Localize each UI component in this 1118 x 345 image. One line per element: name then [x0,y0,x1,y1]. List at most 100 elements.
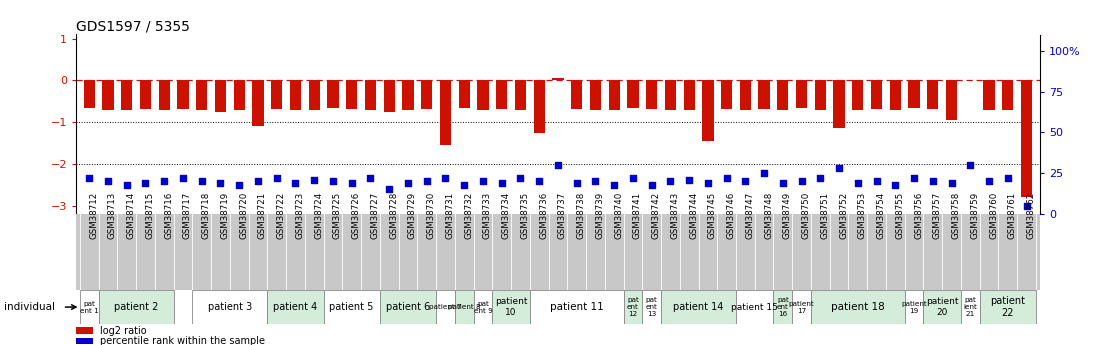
Bar [533,80,544,132]
Point [737,178,755,184]
Bar [642,290,661,324]
Point [100,178,117,184]
Bar [253,80,264,126]
Text: pat
ent
12: pat ent 12 [627,297,638,317]
Bar [79,290,98,324]
Text: patient 2: patient 2 [114,302,159,312]
Point [662,178,680,184]
Bar [904,290,923,324]
Bar [159,80,170,110]
Text: pat
ent 1: pat ent 1 [79,300,98,314]
Text: GSM38722: GSM38722 [276,192,285,239]
Point [624,175,642,181]
Bar [702,80,713,141]
Bar [492,290,530,324]
Bar [890,80,901,110]
Text: pat
ent
16: pat ent 16 [777,297,789,317]
Text: GSM38745: GSM38745 [708,192,717,239]
Point [980,178,998,184]
Text: GSM38735: GSM38735 [520,192,530,239]
Text: GSM38715: GSM38715 [145,192,154,239]
Point [812,175,830,181]
Text: percentile rank within the sample: percentile rank within the sample [101,336,265,345]
Point [942,180,960,186]
Point [230,182,248,187]
Text: pat
ent
13: pat ent 13 [646,297,657,317]
Text: GSM38737: GSM38737 [558,192,567,239]
Point [211,180,229,186]
Bar [834,80,845,128]
Text: patient 11: patient 11 [550,302,604,312]
Point [117,182,135,187]
Point [1017,203,1035,208]
Bar [271,80,282,109]
Bar [961,290,979,324]
Text: GSM38731: GSM38731 [445,192,454,239]
Bar [1021,80,1032,197]
Text: pat
ent 9: pat ent 9 [474,300,492,314]
Text: GSM38727: GSM38727 [370,192,379,239]
Point [174,175,192,181]
Bar [439,80,451,145]
Text: GSM38747: GSM38747 [746,192,755,239]
Point [511,175,529,181]
Bar [740,80,751,110]
Text: patient
10: patient 10 [495,297,528,317]
Point [998,175,1016,181]
Text: GSM38742: GSM38742 [652,192,661,239]
Text: GSM38761: GSM38761 [1007,192,1017,239]
Point [849,180,866,186]
Text: GSM38746: GSM38746 [727,192,736,239]
Text: patient 5: patient 5 [330,302,373,312]
Bar [571,80,582,109]
Text: GSM38725: GSM38725 [333,192,342,239]
Bar [436,290,455,324]
Bar [646,80,657,109]
Text: GSM38756: GSM38756 [915,192,923,239]
Text: GSM38750: GSM38750 [802,192,811,239]
Text: GSM38760: GSM38760 [989,192,998,239]
Point [923,178,941,184]
Text: log2 ratio: log2 ratio [101,326,146,335]
Bar [796,80,807,108]
Text: GSM38754: GSM38754 [877,192,885,239]
Bar [665,80,676,110]
Bar [309,80,320,110]
Text: GSM38729: GSM38729 [408,192,417,239]
Text: GSM38719: GSM38719 [220,192,229,239]
Text: GSM38721: GSM38721 [258,192,267,239]
Bar [811,290,904,324]
Text: GSM38743: GSM38743 [671,192,680,239]
Point [418,178,436,184]
Bar [474,290,492,324]
Point [587,178,605,184]
Bar [178,80,189,109]
Text: patient
17: patient 17 [788,300,815,314]
Bar [683,80,694,110]
Text: patient 18: patient 18 [831,302,884,312]
Point [774,180,792,186]
Bar [345,80,358,109]
Point [399,180,417,186]
Bar [380,290,436,324]
Bar [721,80,732,109]
Bar [402,80,414,110]
Bar [777,80,788,110]
Point [80,175,98,181]
Text: patient
19: patient 19 [901,300,927,314]
Bar [758,80,770,109]
Bar [923,290,961,324]
Bar [76,338,94,344]
Text: GSM38734: GSM38734 [502,192,511,239]
Text: GSM38726: GSM38726 [352,192,361,239]
Text: GSM38762: GSM38762 [1026,192,1035,239]
Point [906,175,923,181]
Text: GSM38749: GSM38749 [783,192,792,239]
Bar [102,80,114,110]
Bar [793,290,811,324]
Text: GSM38732: GSM38732 [464,192,473,239]
Text: GSM38728: GSM38728 [389,192,398,239]
Bar [364,80,376,110]
Text: patient 8: patient 8 [448,304,481,310]
Bar [530,290,624,324]
